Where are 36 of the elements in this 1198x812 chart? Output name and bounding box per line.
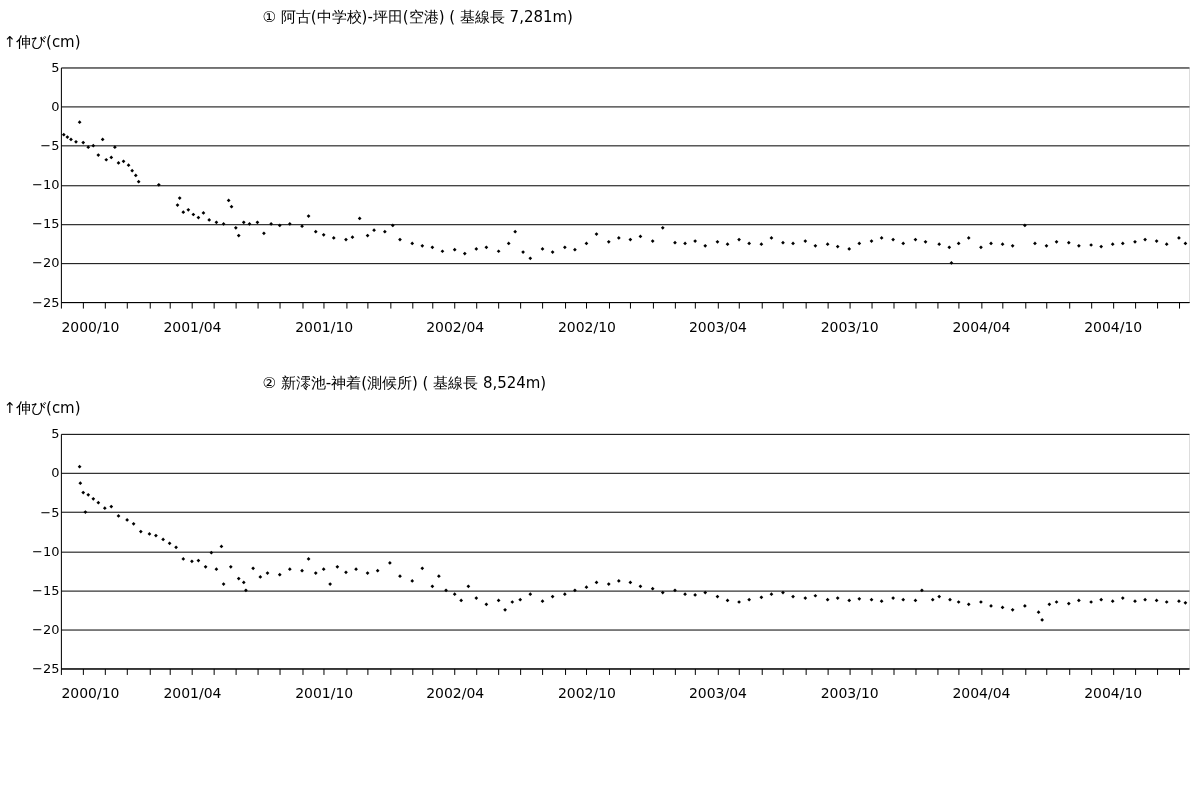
- y-tick-label: −25: [32, 660, 60, 676]
- x-tick-label: 2003/10: [820, 684, 879, 701]
- x-tick-label: 2004/10: [1084, 318, 1143, 335]
- x-tick-label: 2002/04: [426, 318, 485, 335]
- x-tick-label: 2001/10: [295, 684, 354, 701]
- y-tick-label: −10: [32, 177, 60, 193]
- x-tick-label: 2000/10: [61, 684, 120, 701]
- x-tick-label: 2000/10: [61, 318, 120, 335]
- x-tick-label: 2004/04: [952, 684, 1011, 701]
- x-tick-label: 2003/04: [688, 318, 748, 335]
- y-tick-label: −10: [32, 543, 60, 559]
- y-tick-label: −5: [40, 504, 60, 520]
- y-tick-label: 5: [51, 426, 60, 442]
- x-tick-label: 2001/04: [163, 684, 222, 701]
- y-tick-label: 0: [51, 465, 60, 481]
- x-tick-label: 2002/10: [557, 318, 616, 335]
- x-tick-label: 2002/04: [426, 684, 485, 701]
- chart-title: ① 阿古(中学校)-坪田(空港) ( 基線長 7,281m): [262, 7, 573, 26]
- x-tick-label: 2001/04: [163, 318, 222, 335]
- x-tick-label: 2004/04: [952, 318, 1011, 335]
- y-axis-title: ↑伸び(cm): [3, 33, 81, 52]
- x-tick-label: 2003/04: [688, 684, 748, 701]
- y-tick-label: −25: [32, 294, 60, 310]
- y-axis-title: ↑伸び(cm): [3, 399, 81, 418]
- x-tick-label: 2004/10: [1084, 684, 1143, 701]
- x-tick-label: 2003/10: [820, 318, 879, 335]
- chart-title: ② 新澪池-神着(測候所) ( 基線長 8,524m): [262, 373, 547, 392]
- y-tick-label: −15: [32, 216, 60, 232]
- y-tick-label: 0: [51, 99, 60, 115]
- x-tick-label: 2001/10: [295, 318, 354, 335]
- y-tick-label: −20: [32, 255, 60, 271]
- y-tick-label: −15: [32, 582, 60, 598]
- y-tick-label: 5: [51, 59, 60, 75]
- y-tick-label: −5: [40, 138, 60, 154]
- x-tick-label: 2002/10: [557, 684, 616, 701]
- y-tick-label: −20: [32, 621, 60, 637]
